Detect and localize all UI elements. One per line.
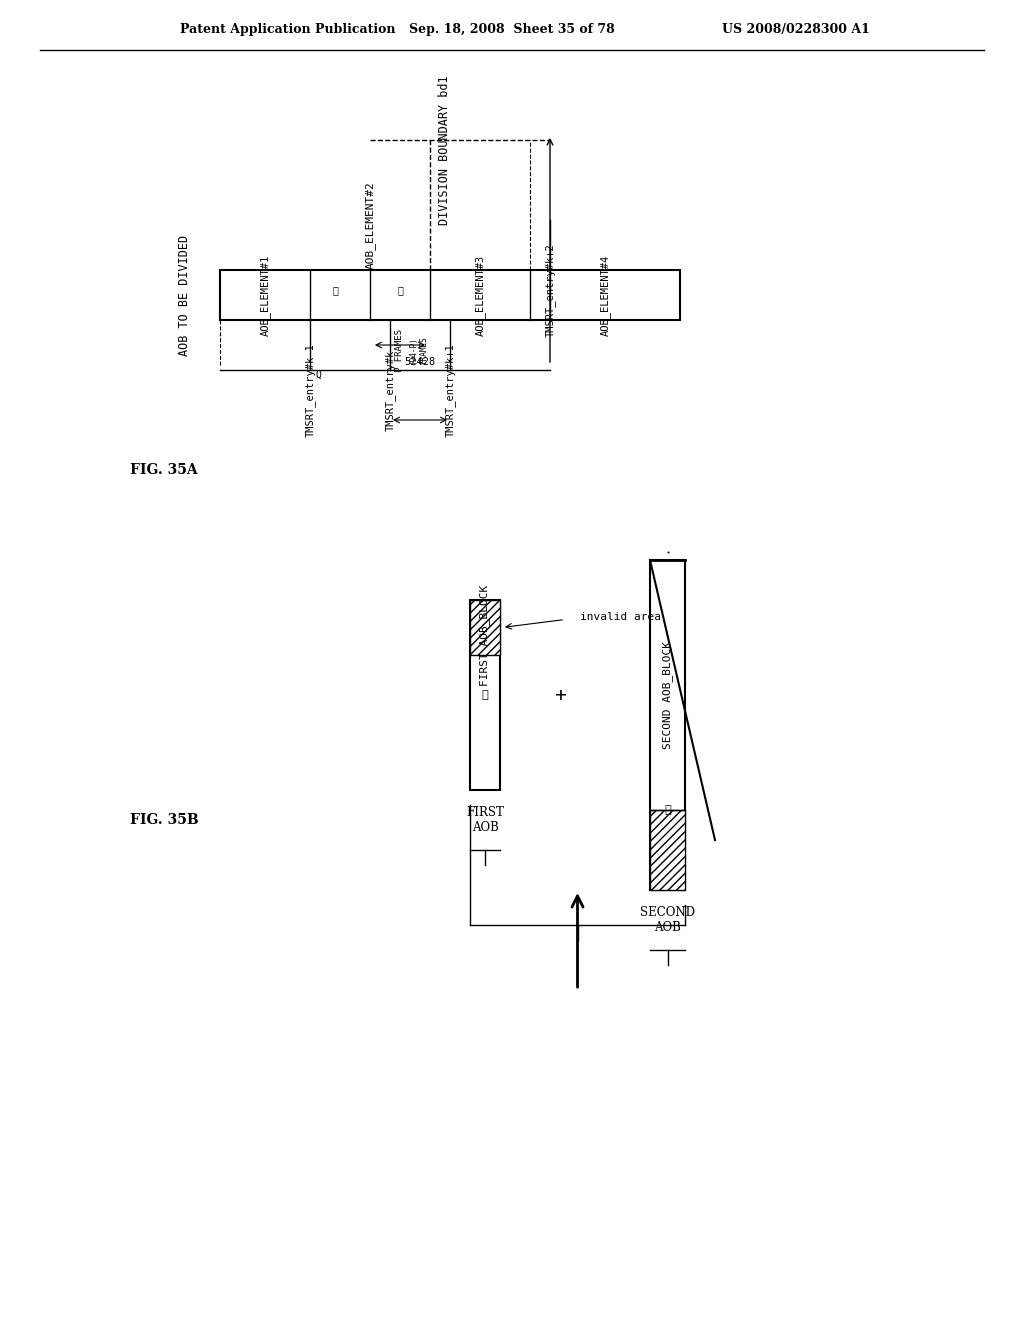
Text: AOB_ELEMENT#2: AOB_ELEMENT#2 [365,181,376,269]
Text: Q: Q [315,370,321,380]
Text: FIRST AOB_BLOCK: FIRST AOB_BLOCK [479,585,490,685]
Text: FIG. 35B: FIG. 35B [130,813,199,828]
Text: Patent Application Publication: Patent Application Publication [180,24,395,37]
Text: DIVISION BOUNDARY bd1: DIVISION BOUNDARY bd1 [438,75,452,224]
Text: P FRAMES: P FRAMES [395,329,404,371]
Text: SECOND
AOB: SECOND AOB [640,906,695,935]
Text: TMSRT_entry#k: TMSRT_entry#k [385,350,395,430]
Text: ①: ① [332,285,338,294]
Text: ②: ② [665,805,671,814]
Text: (94-P)
FRAMES: (94-P) FRAMES [409,337,428,364]
Bar [470,601,500,655]
Text: ②: ② [397,285,402,294]
Bar [220,271,680,319]
Text: TMSRT_entry#k+1: TMSRT_entry#k+1 [444,343,456,437]
Bar [650,560,685,890]
Text: FIRST
AOB: FIRST AOB [466,807,504,834]
Text: AOB_ELEMENT#3: AOB_ELEMENT#3 [474,255,485,335]
Text: FIG. 35A: FIG. 35A [130,463,198,477]
Bar [650,810,685,890]
Text: +: + [554,685,566,705]
Text: AOB TO BE DIVIDED: AOB TO BE DIVIDED [178,235,191,355]
Text: 52428: 52428 [404,356,435,367]
Text: ①: ① [481,690,488,700]
Text: US 2008/0228300 A1: US 2008/0228300 A1 [722,24,870,37]
Text: TMSRT_entry#k+2: TMSRT_entry#k+2 [545,243,555,337]
Text: SECOND AOB_BLOCK: SECOND AOB_BLOCK [663,642,673,748]
Text: invalid area: invalid area [580,612,662,623]
Bar [470,601,500,789]
Text: Sep. 18, 2008  Sheet 35 of 78: Sep. 18, 2008 Sheet 35 of 78 [410,24,614,37]
Text: AOB_ELEMENT#4: AOB_ELEMENT#4 [599,255,610,335]
Text: AOB_ELEMENT#1: AOB_ELEMENT#1 [259,255,270,335]
Text: TMSRT_entry#k-1: TMSRT_entry#k-1 [304,343,315,437]
